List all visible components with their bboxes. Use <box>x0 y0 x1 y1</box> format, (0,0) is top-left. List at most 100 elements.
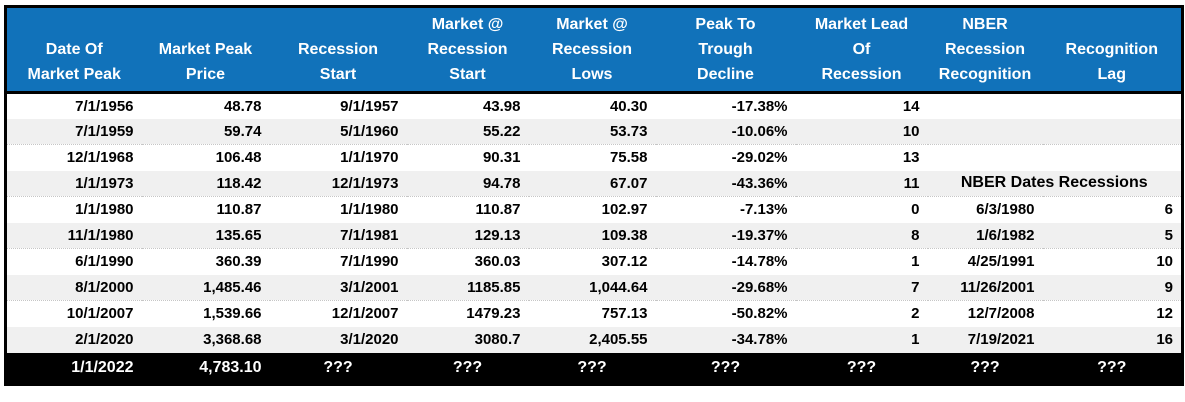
cell-nber-recession-recognition: 1/6/1982 <box>927 222 1043 249</box>
cell-peak-to-trough-decline: -43.36% <box>655 170 796 197</box>
cell-peak-to-trough-decline: -50.82% <box>655 300 796 327</box>
cell-nber-recession-recognition: 6/3/1980 <box>927 196 1043 223</box>
cell-recognition-lag: 6 <box>1042 196 1183 223</box>
cell-market-peak-price: 3,368.68 <box>141 326 270 353</box>
cell-market-at-recession-lows: 1,044.64 <box>528 274 656 301</box>
cell-recognition-lag: 9 <box>1042 274 1183 301</box>
cell-recognition-lag <box>1042 144 1183 171</box>
cell-market-lead-of-recession: 10 <box>795 118 928 145</box>
cell-date-of-market-peak: 8/1/2000 <box>5 274 142 301</box>
cell-market-lead-of-recession: 1 <box>795 248 928 275</box>
cell-recession-start: 5/1/1960 <box>269 118 407 145</box>
cell-recession-start: 7/1/1990 <box>269 248 407 275</box>
column-header-nber-recession-recognition: NBER Recession Recognition <box>927 6 1043 94</box>
table-row: 12/1/1968 106.48 1/1/1970 90.31 75.58 -29.02%… <box>5 144 1183 171</box>
total-cell-nber-recession-recognition: ??? <box>927 352 1043 385</box>
cell-market-peak-price: 1,485.46 <box>141 274 270 301</box>
cell-nber-recession-recognition <box>927 144 1043 171</box>
cell-recession-start: 1/1/1970 <box>269 144 407 171</box>
table-row: 2/1/2020 3,368.68 3/1/2020 3080.7 2,405.55 -3… <box>5 326 1183 353</box>
cell-market-lead-of-recession: 1 <box>795 326 928 353</box>
column-header-market-lead-of-recession: Market Lead Of Recession <box>795 6 928 94</box>
total-row-2022: 1/1/2022 4,783.10????????????????????? <box>5 352 1183 385</box>
cell-recognition-lag: 12 <box>1042 300 1183 327</box>
cell-nber-recession-recognition: 7/19/2021 <box>927 326 1043 353</box>
cell-recession-start: 1/1/1980 <box>269 196 407 223</box>
column-header-recession-start: Recession Start <box>269 6 407 94</box>
column-header-peak-to-trough-decline: Peak To Trough Decline <box>655 6 796 94</box>
cell-market-at-recession-lows: 67.07 <box>528 170 656 197</box>
cell-recession-start: 3/1/2001 <box>269 274 407 301</box>
table-body: 7/1/1956 48.78 9/1/1957 43.98 40.30 -17.38% 14… <box>5 92 1183 353</box>
cell-peak-to-trough-decline: -34.78% <box>655 326 796 353</box>
total-cell-market-peak-price: 4,783.10 <box>141 352 270 385</box>
cell-recognition-lag: 5 <box>1042 222 1183 249</box>
column-header-recognition-lag: Recognition Lag <box>1042 6 1183 94</box>
cell-date-of-market-peak: 6/1/1990 <box>5 248 142 275</box>
cell-peak-to-trough-decline: -29.68% <box>655 274 796 301</box>
cell-market-at-recession-start: 1479.23 <box>406 300 529 327</box>
table-row: 7/1/1959 59.74 5/1/1960 55.22 53.73 -10.06% 10 <box>5 118 1183 145</box>
cell-recession-start: 9/1/1957 <box>269 92 407 119</box>
cell-peak-to-trough-decline: -10.06% <box>655 118 796 145</box>
total-cell-peak-to-trough-decline: ??? <box>655 352 796 385</box>
cell-date-of-market-peak: 12/1/1968 <box>5 144 142 171</box>
cell-market-at-recession-start: 129.13 <box>406 222 529 249</box>
cell-date-of-market-peak: 11/1/1980 <box>5 222 142 249</box>
cell-nber-recession-recognition: 11/26/2001 <box>927 274 1043 301</box>
cell-nber-recession-recognition <box>927 118 1043 145</box>
cell-date-of-market-peak: 10/1/2007 <box>5 300 142 327</box>
cell-market-at-recession-start: 1185.85 <box>406 274 529 301</box>
cell-market-peak-price: 360.39 <box>141 248 270 275</box>
cell-market-lead-of-recession: 14 <box>795 92 928 119</box>
cell-recognition-lag <box>1042 118 1183 145</box>
table-row: 1/1/1980 110.87 1/1/1980 110.87 102.97 -7.13%… <box>5 196 1183 223</box>
cell-nber-recession-recognition: 4/25/1991 <box>927 248 1043 275</box>
column-header-market-peak-price: Market Peak Price <box>141 6 270 94</box>
cell-peak-to-trough-decline: -19.37% <box>655 222 796 249</box>
cell-market-at-recession-lows: 2,405.55 <box>528 326 656 353</box>
cell-market-peak-price: 135.65 <box>141 222 270 249</box>
cell-market-at-recession-start: 110.87 <box>406 196 529 223</box>
cell-peak-to-trough-decline: -14.78% <box>655 248 796 275</box>
nber-dates-recessions-callout: NBER Dates Recessions <box>927 170 1183 197</box>
table-row: 1/1/1973 118.42 12/1/1973 94.78 67.07 -43.36%… <box>5 170 1183 197</box>
cell-date-of-market-peak: 2/1/2020 <box>5 326 142 353</box>
cell-market-peak-price: 1,539.66 <box>141 300 270 327</box>
cell-recession-start: 7/1/1981 <box>269 222 407 249</box>
cell-market-at-recession-lows: 109.38 <box>528 222 656 249</box>
cell-market-at-recession-lows: 40.30 <box>528 92 656 119</box>
table-row: 7/1/1956 48.78 9/1/1957 43.98 40.30 -17.38% 14 <box>5 92 1183 119</box>
cell-market-peak-price: 48.78 <box>141 92 270 119</box>
total-cell-recognition-lag: ??? <box>1042 352 1183 385</box>
table-footer: 1/1/2022 4,783.10????????????????????? <box>5 352 1183 385</box>
page: Date Of Market Peak Market Peak Price Rece… <box>4 5 1184 386</box>
total-cell-date-of-market-peak: 1/1/2022 <box>5 352 142 385</box>
cell-date-of-market-peak: 1/1/1973 <box>5 170 142 197</box>
cell-market-peak-price: 110.87 <box>141 196 270 223</box>
cell-market-peak-price: 106.48 <box>141 144 270 171</box>
cell-market-at-recession-start: 94.78 <box>406 170 529 197</box>
total-cell-market-at-recession-lows: ??? <box>528 352 656 385</box>
cell-recession-start: 12/1/1973 <box>269 170 407 197</box>
cell-recognition-lag: 16 <box>1042 326 1183 353</box>
cell-market-at-recession-lows: 102.97 <box>528 196 656 223</box>
cell-market-lead-of-recession: 2 <box>795 300 928 327</box>
column-header-market-at-recession-lows: Market @ Recession Lows <box>528 6 656 94</box>
total-cell-market-lead-of-recession: ??? <box>795 352 928 385</box>
total-cell-recession-start: ??? <box>269 352 407 385</box>
column-header-date-of-market-peak: Date Of Market Peak <box>5 6 142 94</box>
table-row: 11/1/1980 135.65 7/1/1981 129.13 109.38 -19.3… <box>5 222 1183 249</box>
cell-recession-start: 12/1/2007 <box>269 300 407 327</box>
cell-market-peak-price: 59.74 <box>141 118 270 145</box>
cell-market-at-recession-start: 90.31 <box>406 144 529 171</box>
cell-peak-to-trough-decline: -17.38% <box>655 92 796 119</box>
cell-market-lead-of-recession: 0 <box>795 196 928 223</box>
market-peaks-recessions-table: Date Of Market Peak Market Peak Price Rece… <box>4 5 1184 386</box>
cell-market-lead-of-recession: 7 <box>795 274 928 301</box>
cell-market-lead-of-recession: 13 <box>795 144 928 171</box>
header-row: Date Of Market Peak Market Peak Price Rece… <box>5 6 1183 94</box>
cell-nber-recession-recognition <box>927 92 1043 119</box>
table-header: Date Of Market Peak Market Peak Price Rece… <box>5 6 1183 94</box>
cell-recession-start: 3/1/2020 <box>269 326 407 353</box>
